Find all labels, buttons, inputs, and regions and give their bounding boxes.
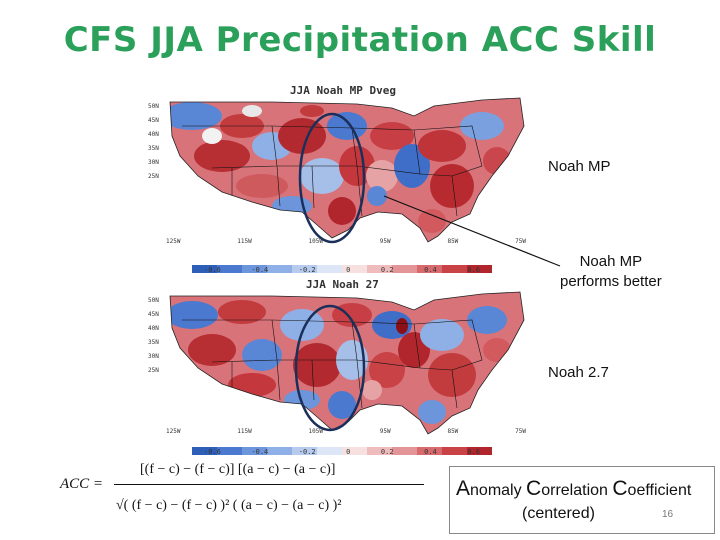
top-map-highlight-ellipse [298, 112, 366, 244]
bottom-cb-tick: -0.2 [298, 448, 316, 456]
top-cb-tick: 0.6 [467, 266, 480, 274]
page-number: 16 [662, 509, 674, 520]
acc-centered-note: (centered) [522, 505, 595, 522]
bottom-lat-label: 40N [148, 325, 159, 332]
bottom-map-svg [152, 290, 528, 438]
bottom-lon-label: 105W [308, 428, 323, 435]
bottom-cb-tick: 0.2 [380, 448, 394, 456]
bottom-colorbar-svg [192, 447, 492, 455]
bottom-cb-tick: 0.6 [467, 448, 480, 456]
acc-word-rest: oefficient [627, 482, 692, 499]
bottom-lon-label: 75W [515, 428, 526, 435]
bottom-map-title: JJA Noah 27 [306, 278, 379, 291]
bottom-lat-label: 25N [148, 367, 159, 374]
bottom-lon-label: 85W [447, 428, 459, 435]
bottom-lat-label: 50N [148, 297, 159, 304]
bottom-lon-label: 95W [379, 428, 391, 435]
acc-initial-a: A [456, 477, 471, 500]
bottom-cb-tick: 0.4 [424, 448, 437, 456]
acc-word-rest: nomaly [470, 482, 527, 499]
top-cb-tick: -0.2 [298, 266, 316, 274]
bottom-lat-label: 35N [148, 339, 159, 346]
bottom-cb-tick: 0 [346, 448, 351, 456]
top-map-svg [152, 96, 528, 246]
bottom-lon-label: 115W [237, 428, 252, 435]
top-map-label: Noah MP [548, 158, 611, 175]
bottom-colorbar: -0.6 -0.4 -0.2 0 0.2 0.4 0.6 [192, 440, 492, 459]
bottom-cb-tick: -0.6 [204, 448, 221, 456]
acc-definition-box: Anomaly Correlation Coefficient (centere… [449, 466, 715, 534]
top-lon-label: 125W [166, 238, 181, 245]
bottom-lat-label: 45N [148, 311, 159, 318]
top-lon-label: 75W [515, 238, 526, 245]
callout-line-1: Noah MP [579, 253, 643, 270]
acc-word-rest: orrelation [541, 482, 613, 499]
acc-formula: ACC = [(f − c) − (f − c)] [(a − c) − (a … [60, 462, 430, 532]
formula-numerator: [(f − c) − (f − c)] [(a − c) − (a − c)] [140, 462, 336, 477]
top-lat-label: 45N [148, 117, 159, 124]
callout-line-2: performs better [560, 273, 662, 290]
bottom-map-label: Noah 2.7 [548, 364, 609, 381]
top-lat-label: 35N [148, 145, 159, 152]
top-lat-label: 40N [148, 131, 159, 138]
top-lat-label: 25N [148, 173, 159, 180]
top-lat-label: 50N [148, 103, 159, 110]
slide-title: CFS JJA Precipitation ACC Skill [63, 20, 657, 60]
top-colorbar-svg [192, 265, 492, 273]
top-precip-map: 50N 45N 40N 35N 30N 25N 125W 115W 105W 9… [148, 96, 528, 246]
bottom-map-highlight-ellipse [294, 304, 366, 432]
bottom-lon-label: 125W [166, 428, 181, 435]
acc-definition-title: Anomaly Correlation Coefficient [456, 477, 691, 501]
acc-initial-c: C [612, 477, 628, 500]
bottom-precip-map: 50N 45N 40N 35N 30N 25N 125W 115W 105W 9… [148, 290, 528, 438]
top-lon-label: 105W [308, 238, 323, 245]
top-map-state-lines [182, 125, 483, 217]
top-cb-tick: -0.4 [251, 266, 269, 274]
top-cb-tick: 0.4 [424, 266, 437, 274]
bottom-map-coastline [169, 291, 525, 435]
callout-text: Noah MP performs better [560, 252, 662, 292]
formula-denominator: √( (f − c) − (f − c) )² ( (a − c) − (a −… [116, 498, 342, 513]
top-lat-label: 30N [148, 159, 159, 166]
top-cb-tick: 0.2 [380, 266, 394, 274]
formula-fraction-bar [114, 484, 424, 485]
formula-lhs: ACC = [60, 476, 104, 492]
top-lon-label: 85W [447, 238, 459, 245]
acc-initial-c: C [526, 477, 542, 500]
top-cb-tick: -0.6 [204, 266, 221, 274]
top-map-title: JJA Noah MP Dveg [290, 84, 396, 97]
top-lon-label: 115W [237, 238, 252, 245]
top-colorbar: -0.6 -0.4 -0.2 0 0.2 0.4 0.6 [192, 258, 492, 277]
bottom-lat-label: 30N [148, 353, 159, 360]
bottom-map-state-lines [182, 319, 483, 409]
top-cb-tick: 0 [346, 266, 351, 274]
bottom-cb-tick: -0.4 [251, 448, 269, 456]
top-lon-label: 95W [379, 238, 391, 245]
